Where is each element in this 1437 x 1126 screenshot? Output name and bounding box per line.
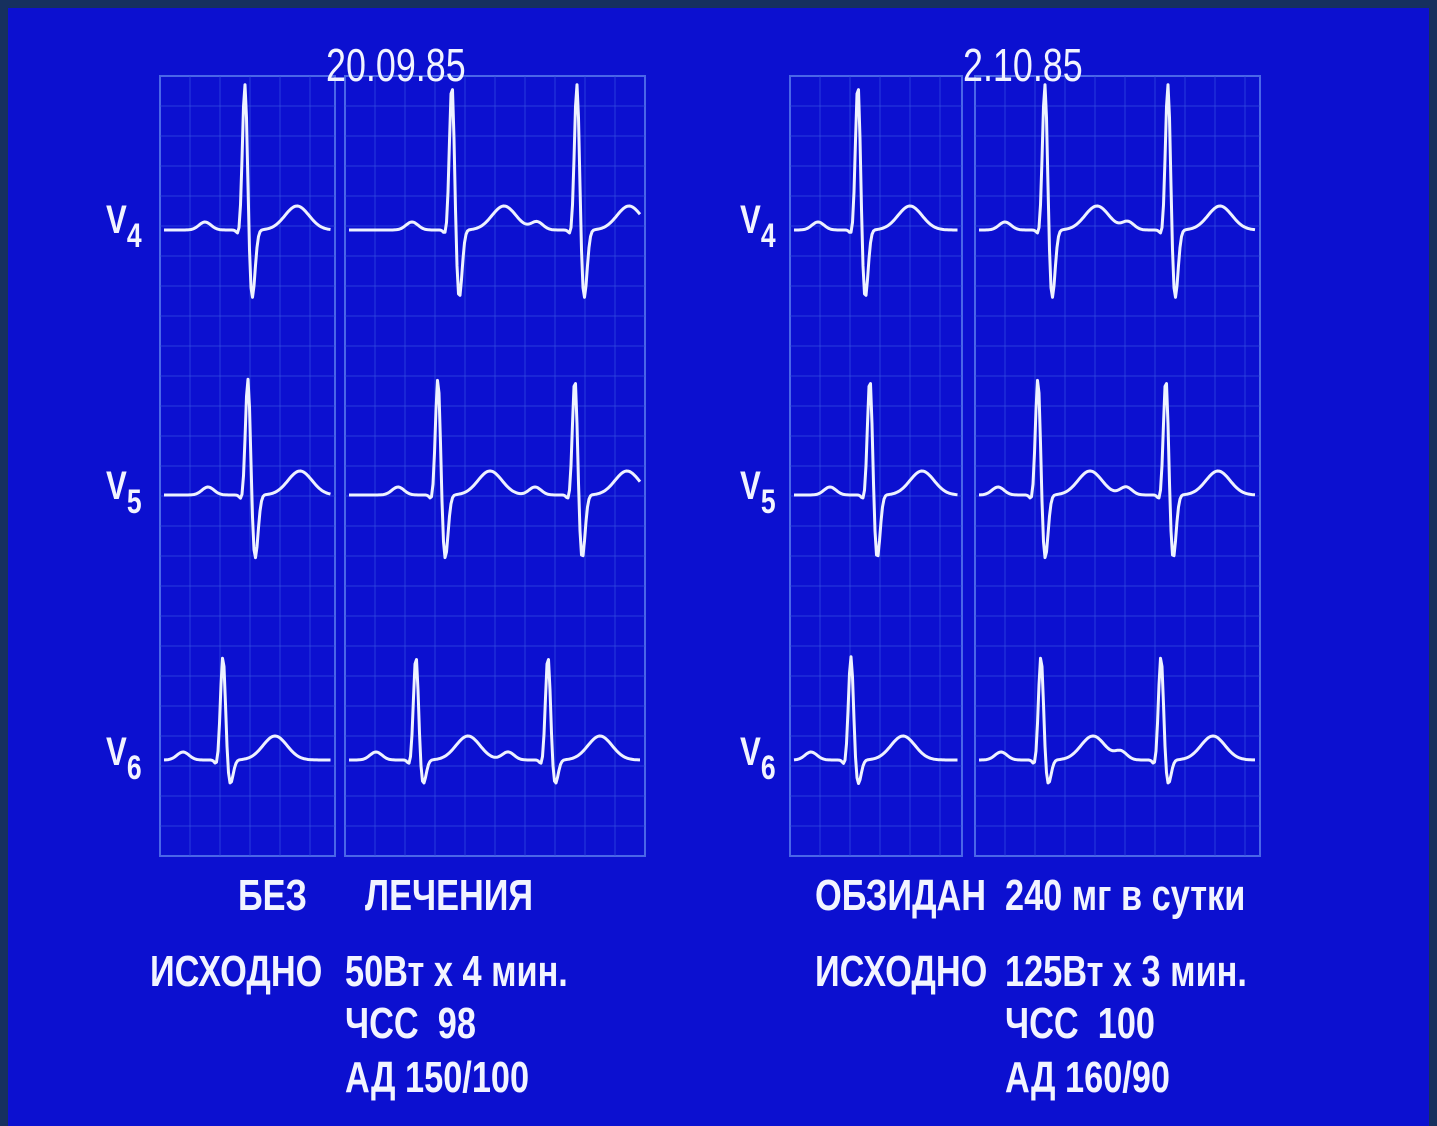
lead-index: 4 [761, 217, 776, 255]
ecg-trace [794, 90, 958, 296]
slide: 20.09.85 V4 V5 V6 БЕЗ ЛЕЧЕНИЯ ИСХОДНО 50… [8, 8, 1429, 1126]
lead-index: 5 [761, 483, 776, 521]
ecg-trace [979, 658, 1255, 783]
lead-letter: V [740, 464, 761, 508]
heart-rate: ЧСС 98 [345, 1002, 476, 1046]
lead-label: V4 [106, 200, 142, 253]
baseline-label: ИСХОДНО [815, 950, 987, 994]
treatment: 240 мг в сутки [1005, 874, 1245, 918]
lead-letter: V [106, 730, 127, 774]
lead-letter: V [106, 464, 127, 508]
blood-pressure: АД 160/90 [1005, 1056, 1170, 1100]
lead-label: V5 [740, 466, 776, 519]
treatment: БЕЗ [238, 874, 307, 918]
ecg-trace [164, 85, 331, 298]
lead-index: 6 [761, 749, 776, 787]
lead-label: V6 [106, 732, 142, 785]
load: 125Вт x 3 мин. [1005, 950, 1247, 994]
lead-letter: V [740, 730, 761, 774]
baseline-label: ИСХОДНО [150, 950, 322, 994]
page: 20.09.85 V4 V5 V6 БЕЗ ЛЕЧЕНИЯ ИСХОДНО 50… [0, 0, 1437, 1126]
lead-letter: V [106, 198, 127, 242]
ecg-trace [979, 380, 1255, 557]
lead-letter: V [740, 198, 761, 242]
lead-index: 4 [127, 217, 142, 255]
blood-pressure: АД 150/100 [345, 1056, 529, 1100]
date: 20.09.85 [326, 42, 466, 88]
ecg-trace [979, 85, 1255, 298]
date: 2.10.85 [963, 42, 1083, 88]
treatment: ОБЗИДАН [815, 874, 986, 918]
treatment: ЛЕЧЕНИЯ [365, 874, 533, 918]
lead-label: V6 [740, 732, 776, 785]
lead-index: 6 [127, 749, 142, 787]
ecg-trace [794, 384, 958, 556]
heart-rate: ЧСС 100 [1005, 1002, 1155, 1046]
ecg-trace [164, 658, 331, 783]
lead-index: 5 [127, 483, 142, 521]
lead-label: V5 [106, 466, 142, 519]
lead-label: V4 [740, 200, 776, 253]
load: 50Вт x 4 мин. [345, 950, 568, 994]
